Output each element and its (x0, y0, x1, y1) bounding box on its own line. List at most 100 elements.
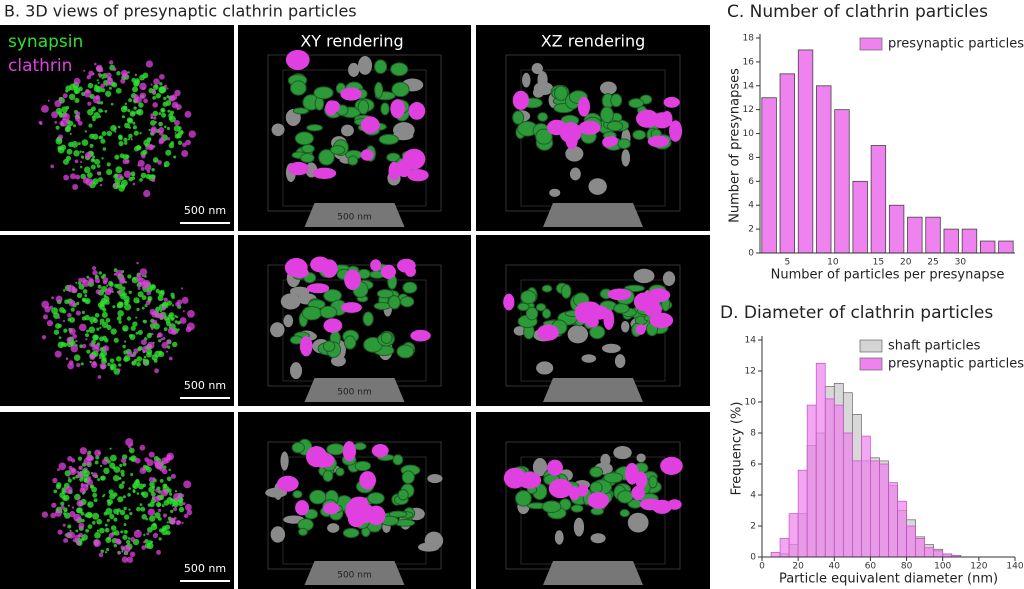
clathrin-spot (62, 93, 68, 99)
synapsin-spot (89, 143, 94, 148)
synapsin-spot (168, 492, 173, 496)
clathrin-spot (57, 529, 63, 535)
clathrin-spot (84, 151, 92, 160)
synapsin-spot (150, 491, 156, 497)
synapsin-spot (166, 126, 171, 131)
clathrin-blob (344, 269, 361, 291)
clathrin-spot (146, 290, 151, 296)
clathrin-spot (67, 531, 76, 539)
synapsin-spot (72, 476, 76, 480)
synapsin-spot (174, 314, 177, 318)
x-tick-label: 5 (784, 258, 790, 268)
synapsin-spot (89, 360, 92, 364)
shaft-blob (537, 71, 548, 89)
synapsin-blob (535, 303, 547, 312)
synapsin-spot (117, 496, 124, 503)
y-tick-label: 10 (743, 129, 755, 139)
synapsin-spot (67, 478, 72, 483)
clathrin-spot (164, 317, 167, 320)
synapsin-spot (155, 288, 160, 294)
synapsin-blob (589, 481, 603, 494)
synapsin-spot (170, 141, 174, 145)
shaft-blob (522, 72, 531, 88)
clathrin-spot (67, 362, 75, 370)
clathrin-blob (284, 258, 308, 278)
synapsin-spot (132, 489, 136, 492)
clathrin-spot (113, 183, 118, 188)
synapsin-spot (100, 549, 105, 554)
bar (816, 85, 832, 254)
synapsin-blob (374, 59, 388, 74)
x-tick-label: 140 (1006, 562, 1023, 572)
synapsin-blob (613, 303, 630, 314)
synapsin-blob (610, 93, 623, 108)
histogram-bar (797, 469, 808, 558)
clathrin-spot (97, 375, 102, 379)
histogram-bar (888, 482, 898, 558)
y-tick-label: 18 (743, 34, 755, 44)
synapsin-spot (97, 478, 101, 482)
x-tick-label: 60 (865, 562, 877, 572)
scale-plane (543, 561, 643, 585)
y-tick-label: 14 (743, 81, 755, 91)
clathrin-spot (94, 277, 101, 284)
clathrin-spot (85, 178, 94, 186)
shaft-blob (602, 343, 621, 353)
clathrin-spot (143, 189, 151, 198)
clathrin-spot (123, 552, 127, 555)
scale-label: 500 nm (337, 571, 372, 581)
shaft-blob (549, 188, 561, 197)
synapsin-spot (106, 325, 112, 331)
synapsin-spot (81, 139, 89, 146)
synapsin-spot (119, 509, 126, 516)
clathrin-spot (133, 348, 139, 354)
clathrin-blob (546, 459, 563, 476)
clathrin-spot (126, 556, 134, 563)
clathrin-spot (120, 457, 127, 464)
synapsin-spot (84, 130, 88, 133)
clathrin-spot (142, 87, 146, 90)
shaft-blob (588, 178, 607, 195)
clathrin-spot (96, 171, 101, 175)
clathrin-spot (123, 544, 131, 553)
clathrin-spot (182, 502, 186, 506)
synapsin-spot (82, 289, 88, 294)
clathrin-spot (92, 472, 98, 478)
synapsin-spot (86, 275, 90, 279)
synapsin-blob (330, 145, 346, 155)
clathrin-spot (158, 73, 165, 80)
synapsin-spot (163, 327, 168, 332)
synapsin-spot (72, 168, 75, 171)
synapsin-spot (121, 286, 126, 291)
synapsin-spot (87, 82, 94, 89)
shaft-blob (536, 361, 554, 375)
synapsin-spot (102, 307, 107, 312)
histogram-bar (933, 550, 944, 558)
synapsin-spot (103, 467, 110, 475)
histogram-bar (779, 538, 790, 558)
synapsin-spot (90, 164, 96, 170)
synapsin-spot (101, 157, 104, 160)
synapsin-spot (96, 327, 100, 331)
synapsin-spot (110, 124, 117, 132)
synapsin-spot (68, 141, 74, 148)
synapsin-spot (83, 166, 91, 174)
clathrin-spot (159, 121, 162, 125)
synapsin-spot (127, 137, 131, 141)
clathrin-spot (62, 523, 66, 527)
clathrin-spot (139, 467, 147, 475)
synapsin-spot (131, 111, 135, 116)
synapsin-spot (94, 312, 100, 318)
synapsin-spot (96, 79, 99, 82)
histogram-bar (906, 525, 916, 558)
synapsin-spot (139, 503, 143, 507)
clathrin-spot (95, 95, 100, 100)
clathrin-spot (95, 64, 103, 72)
clathrin-spot (71, 458, 76, 463)
synapsin-spot (58, 336, 62, 340)
synapsin-spot (62, 289, 66, 292)
synapsin-spot (151, 284, 156, 289)
synapsin-spot (102, 335, 107, 341)
column-title: XY rendering (300, 32, 403, 51)
clathrin-spot (188, 130, 196, 138)
